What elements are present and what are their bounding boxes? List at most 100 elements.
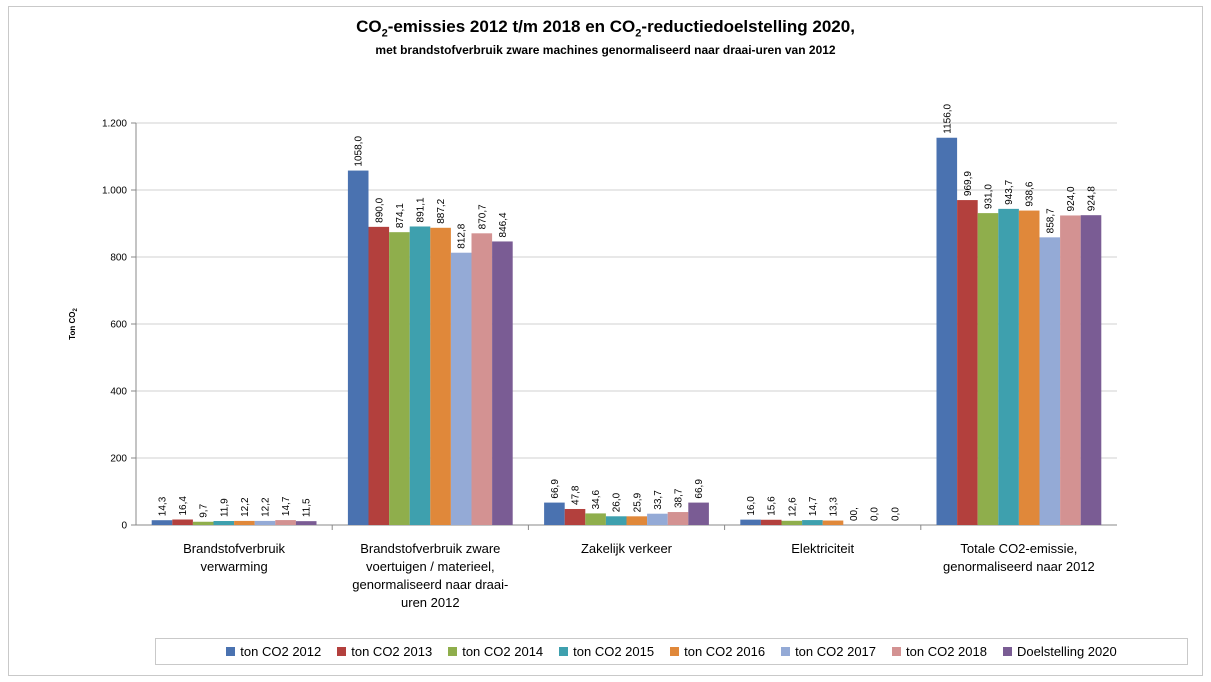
bar-3-3 bbox=[802, 520, 823, 525]
data-label: 26,0 bbox=[612, 492, 623, 512]
y-tick-label: 400 bbox=[110, 387, 127, 398]
bar-3-2 bbox=[781, 520, 803, 525]
data-label: 33,7 bbox=[653, 490, 664, 510]
y-tick-label: 600 bbox=[110, 320, 127, 331]
chart-subtitle: met brandstofverbruik zware machines gen… bbox=[375, 43, 836, 57]
legend-item: ton CO2 2013 bbox=[337, 644, 432, 659]
bar-1-6 bbox=[471, 233, 493, 526]
legend-swatch bbox=[226, 647, 236, 656]
bar-2-6 bbox=[667, 512, 689, 525]
data-label: 846,4 bbox=[498, 212, 509, 237]
data-label: 47,8 bbox=[571, 485, 582, 505]
bar-1-1 bbox=[368, 226, 390, 525]
bar-1-7 bbox=[492, 241, 513, 525]
data-label: 38,7 bbox=[674, 488, 685, 508]
data-label: 858,7 bbox=[1045, 208, 1056, 233]
bar-2-2 bbox=[585, 513, 606, 525]
bar-0-5 bbox=[254, 520, 276, 525]
bar-4-7 bbox=[1080, 215, 1102, 525]
legend-label: Doelstelling 2020 bbox=[1016, 644, 1117, 659]
data-label: 66,9 bbox=[694, 479, 705, 499]
data-label: 943,7 bbox=[1004, 179, 1015, 204]
category-label: Zakelijk verkeer bbox=[581, 541, 673, 556]
bar-1-2 bbox=[389, 232, 410, 525]
bar-2-4 bbox=[626, 516, 648, 525]
data-label: 938,6 bbox=[1025, 181, 1036, 206]
legend-label: ton CO2 2015 bbox=[573, 644, 655, 659]
data-label: 12,2 bbox=[240, 497, 251, 517]
category-label: uren 2012 bbox=[401, 595, 460, 610]
bar-3-0 bbox=[740, 519, 761, 525]
y-tick-label: 1.000 bbox=[102, 186, 127, 197]
legend-item: ton CO2 2018 bbox=[892, 644, 987, 659]
y-tick-label: 1.200 bbox=[102, 119, 127, 130]
legend-item: ton CO2 2016 bbox=[670, 644, 765, 659]
bar-1-0 bbox=[347, 170, 369, 525]
legend-item: Doelstelling 2020 bbox=[1002, 644, 1117, 659]
category-label: verwarming bbox=[201, 559, 268, 574]
data-label: 891,1 bbox=[416, 197, 427, 222]
bar-0-6 bbox=[275, 520, 296, 525]
data-label: 1156,0 bbox=[942, 103, 953, 133]
category-label: genormaliseerd naar 2012 bbox=[943, 559, 1095, 574]
legend-item: ton CO2 2012 bbox=[226, 644, 321, 659]
data-label: 66,9 bbox=[550, 479, 561, 499]
legend-swatch bbox=[337, 647, 347, 656]
data-label: 25,9 bbox=[632, 492, 643, 512]
bar-2-1 bbox=[564, 508, 586, 525]
data-label: 870,7 bbox=[477, 204, 488, 229]
data-label: 12,6 bbox=[787, 497, 798, 517]
data-label: 812,8 bbox=[457, 223, 468, 248]
bar-4-6 bbox=[1060, 215, 1081, 525]
bar-2-7 bbox=[688, 502, 709, 525]
data-label: 15,6 bbox=[767, 496, 778, 516]
legend-swatch bbox=[1002, 647, 1012, 656]
y-tick-label: 800 bbox=[110, 253, 127, 264]
category-label: Brandstofverbruik zware bbox=[360, 541, 500, 556]
bar-4-0 bbox=[936, 137, 958, 526]
data-label: 12,2 bbox=[261, 497, 272, 517]
bar-chart: 0 200 400 600 800 1.000 1.200 Ton CO2 14,3 16,4 9,… bbox=[68, 103, 1117, 610]
data-label: 1058,0 bbox=[354, 136, 365, 167]
category-label: Elektriciteit bbox=[791, 541, 854, 556]
data-label: 0,0 bbox=[870, 507, 881, 521]
bar-0-2 bbox=[192, 521, 214, 525]
bar-2-0 bbox=[544, 502, 565, 525]
bar-2-5 bbox=[647, 513, 668, 525]
legend-label: ton CO2 2013 bbox=[351, 644, 433, 659]
chart-legend: ton CO2 2012 ton CO2 2013 ton CO2 2014 ton … bbox=[155, 638, 1188, 665]
data-label: 887,2 bbox=[436, 198, 447, 223]
category-label: voertuigen / materieel, bbox=[366, 559, 495, 574]
category-label: Brandstofverbruik bbox=[183, 541, 285, 556]
bar-0-4 bbox=[234, 520, 255, 525]
y-axis-label: Ton CO2 bbox=[68, 308, 79, 340]
legend-label: ton CO2 2018 bbox=[906, 644, 987, 659]
bar-0-0 bbox=[151, 520, 173, 525]
legend-swatch bbox=[559, 647, 569, 656]
legend-label: ton CO2 2017 bbox=[795, 644, 877, 659]
bar-3-4 bbox=[822, 520, 844, 525]
legend-item: ton CO2 2014 bbox=[448, 644, 543, 659]
data-label: 890,0 bbox=[374, 197, 385, 222]
data-label: 00, bbox=[849, 507, 860, 521]
bar-0-7 bbox=[295, 521, 317, 525]
data-label: 969,9 bbox=[963, 171, 974, 196]
legend-swatch bbox=[781, 647, 791, 656]
data-label: 0,0 bbox=[890, 507, 901, 521]
data-label: 14,3 bbox=[158, 496, 169, 516]
data-label: 16,0 bbox=[746, 496, 757, 516]
legend-label: ton CO2 2012 bbox=[240, 644, 322, 659]
category-label: genormaliseerd naar draai- bbox=[352, 577, 508, 592]
bar-3-1 bbox=[760, 519, 782, 525]
legend-item: ton CO2 2015 bbox=[559, 644, 654, 659]
data-label: 874,1 bbox=[395, 203, 406, 228]
bar-1-3 bbox=[409, 226, 431, 525]
bar-4-4 bbox=[1018, 210, 1040, 525]
bar-4-2 bbox=[977, 213, 999, 526]
data-label: 11,9 bbox=[219, 498, 230, 517]
data-label: 924,8 bbox=[1087, 186, 1098, 211]
data-label: 924,0 bbox=[1066, 186, 1077, 211]
bar-4-3 bbox=[998, 208, 1019, 525]
data-label: 9,7 bbox=[199, 503, 210, 517]
legend-swatch bbox=[448, 647, 458, 656]
